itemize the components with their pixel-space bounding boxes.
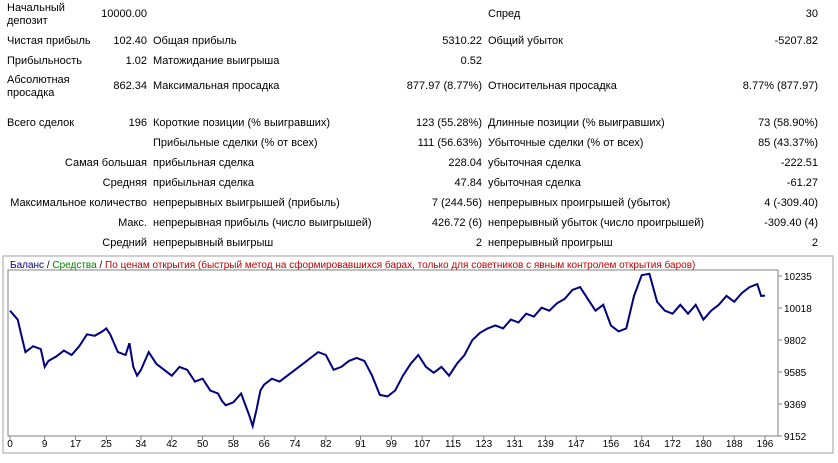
report-value: 5310.22 bbox=[442, 35, 482, 47]
report-value: 1.02 bbox=[125, 55, 147, 67]
x-tick-label: 91 bbox=[355, 439, 367, 450]
report-label: убыточная сделка bbox=[488, 177, 581, 189]
report-label: непрерывных проигрышей (убыток) bbox=[488, 197, 671, 209]
report-label: Максимальная просадка bbox=[153, 80, 280, 92]
y-tick-label: 9152 bbox=[784, 432, 807, 443]
legend-separator: / bbox=[97, 260, 105, 271]
report-value: -61.27 bbox=[786, 177, 818, 189]
report-value: Макс. bbox=[118, 217, 147, 229]
x-tick-label: 74 bbox=[289, 439, 301, 450]
report-value: 85 (43.37%) bbox=[758, 137, 818, 149]
report-label: непрерывных выигрышей (прибыль) bbox=[153, 197, 340, 209]
report-value: 123 (55.28%) bbox=[415, 117, 482, 129]
x-tick-label: 131 bbox=[506, 439, 523, 450]
x-tick-label: 25 bbox=[101, 439, 113, 450]
report-value: 7 (244.56) bbox=[431, 197, 482, 209]
x-tick-label: 9 bbox=[42, 439, 48, 450]
balance-line bbox=[9, 272, 766, 430]
report-value: 2 bbox=[811, 237, 818, 249]
report-value: -309.40 (4) bbox=[764, 217, 818, 229]
report-value: 47.84 bbox=[454, 177, 482, 189]
x-tick-label: 180 bbox=[695, 439, 712, 450]
report-value: -5207.82 bbox=[774, 35, 818, 47]
report-value: 30 bbox=[805, 8, 818, 20]
report-label: Общая прибыль bbox=[153, 35, 237, 47]
x-tick-label: 107 bbox=[414, 439, 431, 450]
report-value: -222.51 bbox=[780, 157, 818, 169]
report-label: Прибыльность bbox=[7, 55, 82, 67]
report-label: Всего сделок bbox=[7, 117, 75, 129]
report-value: 4 (-309.40) bbox=[764, 197, 818, 209]
report-label: Относительная просадка bbox=[488, 80, 617, 92]
report-label: прибыльная сделка bbox=[153, 177, 255, 189]
report-value: 862.34 bbox=[113, 80, 147, 92]
report-label: непрерывный выигрыш bbox=[153, 237, 274, 249]
report-value: 102.40 bbox=[113, 35, 147, 47]
report-label: Короткие позиции (% выигравших) bbox=[153, 117, 331, 129]
x-tick-label: 82 bbox=[320, 439, 332, 450]
report-value: 877.97 (8.77%) bbox=[406, 80, 482, 92]
report-value: Максимальное количество bbox=[10, 197, 147, 209]
x-tick-label: 99 bbox=[386, 439, 398, 450]
x-tick-label: 50 bbox=[197, 439, 209, 450]
x-tick-label: 196 bbox=[757, 439, 774, 450]
report-label: Спред bbox=[488, 8, 521, 20]
report-value: 10000.00 bbox=[101, 8, 147, 20]
report-value: 111 (56.63%) bbox=[417, 137, 482, 149]
report-label: Матожидание выигрыша bbox=[153, 55, 280, 67]
x-tick-label: 17 bbox=[70, 439, 82, 450]
x-tick-label: 42 bbox=[166, 439, 178, 450]
report-value: 228.04 bbox=[448, 157, 482, 169]
report-label: Длинные позиции (% выигравших) bbox=[488, 117, 665, 129]
legend-item: Баланс bbox=[10, 260, 44, 271]
report-value: 196 bbox=[128, 117, 147, 129]
x-tick-label: 139 bbox=[537, 439, 554, 450]
legend-item: По ценам открытия (быстрый метод на сфор… bbox=[105, 259, 695, 271]
report-label: непрерывный убыток (число проигрышей) bbox=[488, 217, 705, 229]
y-tick-label: 10018 bbox=[784, 304, 812, 315]
x-tick-label: 172 bbox=[664, 439, 681, 450]
y-tick-label: 9369 bbox=[784, 400, 807, 411]
x-tick-label: 115 bbox=[445, 439, 461, 450]
report-label: Общий убыток bbox=[488, 35, 563, 47]
report-label: Прибыльные сделки (% от всех) bbox=[153, 137, 318, 149]
report-label: прибыльная сделка bbox=[153, 157, 255, 169]
report-label: Абсолютная просадка bbox=[7, 74, 70, 99]
report-value: 8.77% (877.97) bbox=[742, 80, 818, 92]
x-tick-label: 58 bbox=[228, 439, 240, 450]
report-value: 73 (58.90%) bbox=[758, 117, 818, 129]
report-label: непрерывная прибыль (число выигрышей) bbox=[153, 217, 372, 229]
legend-separator: / bbox=[44, 260, 52, 271]
report-value: Средний bbox=[102, 237, 147, 249]
y-tick-label: 9585 bbox=[784, 368, 807, 379]
report-value: Самая большая bbox=[64, 157, 147, 169]
x-tick-label: 123 bbox=[475, 439, 492, 450]
report-value: 2 bbox=[475, 237, 482, 249]
x-tick-label: 34 bbox=[135, 439, 147, 450]
y-tick-label: 9802 bbox=[784, 336, 807, 347]
report-label: убыточная сделка bbox=[488, 157, 581, 169]
x-tick-label: 164 bbox=[633, 439, 650, 450]
report-label: Начальный депозит bbox=[7, 2, 65, 27]
x-tick-label: 66 bbox=[259, 439, 271, 450]
report-label: непрерывный проигрыш bbox=[488, 237, 613, 249]
x-tick-label: 147 bbox=[568, 439, 585, 450]
x-tick-label: 156 bbox=[603, 439, 620, 450]
legend: Баланс / Средства / По ценам открытия (б… bbox=[10, 259, 695, 271]
x-tick-label: 188 bbox=[726, 439, 743, 450]
report-value: Средняя bbox=[102, 177, 147, 189]
plot-frame bbox=[7, 269, 779, 437]
report-value: 426.72 (6) bbox=[431, 217, 482, 229]
report-label: Убыточные сделки (% от всех) bbox=[488, 137, 644, 149]
report-label: Чистая прибыль bbox=[7, 35, 91, 47]
y-tick-label: 10235 bbox=[784, 272, 812, 283]
legend-item: Средства bbox=[52, 260, 97, 271]
report-value: 0.52 bbox=[460, 55, 482, 67]
chart-frame bbox=[2, 255, 834, 454]
x-tick-label: 0 bbox=[7, 439, 13, 450]
